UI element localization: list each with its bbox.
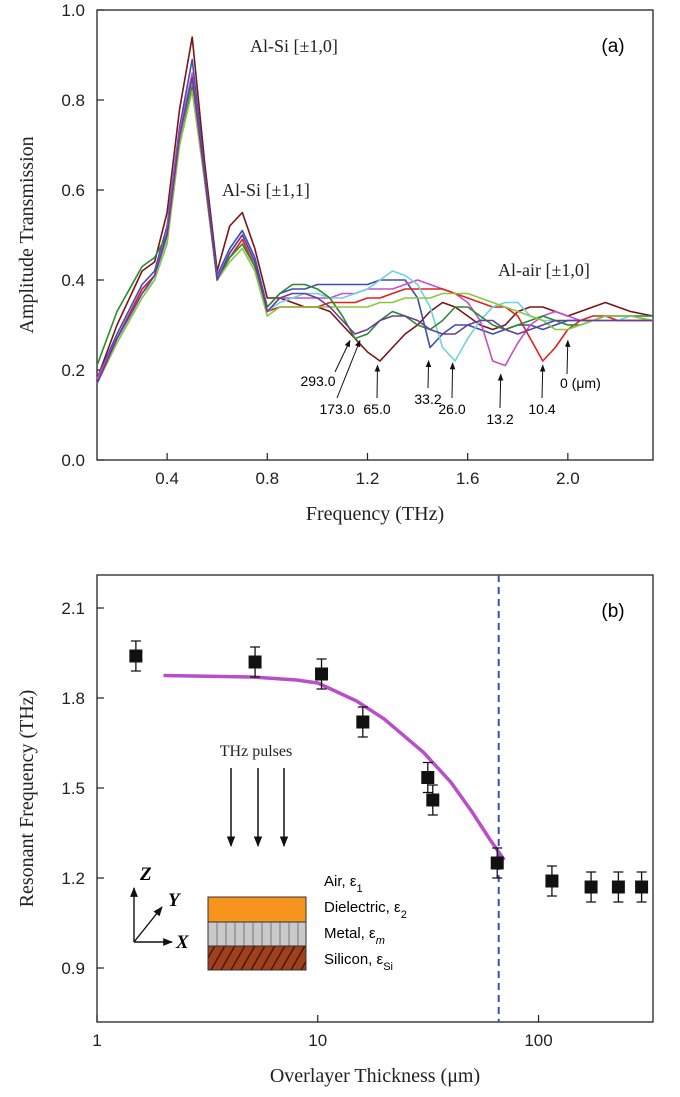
arrow-label: 293.0 [300, 373, 335, 389]
x-tick-label: 1 [92, 1031, 101, 1050]
data-point [584, 880, 598, 894]
axis-name: X [175, 932, 190, 953]
y-tick-label: 1.8 [61, 689, 85, 708]
y-tick-label: 1.5 [61, 779, 85, 798]
data-point [635, 880, 649, 894]
axis-name: Y [168, 890, 182, 911]
layer-label: Air, ε1 [324, 873, 363, 895]
annotation-arrow [539, 364, 546, 399]
data-point [356, 715, 370, 729]
annotation-arrow [497, 373, 504, 409]
x-tick-label: 100 [524, 1031, 552, 1050]
arrow-label: 173.0 [319, 401, 354, 417]
arrow-label: 0 (μm) [560, 375, 601, 391]
data-point [421, 771, 435, 784]
panel-label: (b) [601, 601, 624, 622]
y-tick-label: 0.4 [61, 271, 85, 290]
inset-title: THz pulses [220, 743, 292, 760]
x-tick-label: 0.8 [255, 469, 279, 488]
data-point [545, 874, 559, 888]
arrow-label: 65.0 [363, 401, 390, 417]
annotation: Al-air [±1,0] [498, 260, 590, 280]
annotation: Al-Si [±1,0] [250, 36, 338, 56]
data-point [611, 880, 625, 894]
plot-frame [96, 574, 654, 1023]
layer-label: Dielectric, ε2 [324, 899, 407, 921]
x-tick-label: 1.2 [356, 469, 380, 488]
y-axis-label: Resonant Frequency (THz) [16, 690, 38, 908]
y-tick-label: 1.0 [61, 1, 85, 20]
arrow-label: 13.2 [486, 411, 513, 427]
layer-sub: 1 [357, 883, 363, 895]
layer-text: Air, ε [324, 873, 357, 890]
annotation-arrow [449, 362, 456, 399]
y-tick-label: 0.2 [61, 361, 85, 380]
y-tick-label: 0.8 [61, 91, 85, 110]
axis-name: Z [139, 864, 152, 885]
x-tick-label: 1.6 [456, 469, 480, 488]
series-line [96, 76, 653, 384]
annotation: Al-Si [±1,1] [222, 180, 310, 200]
y-tick-label: 1.2 [61, 869, 85, 888]
x-tick-label: 0.4 [155, 469, 179, 488]
annotation-arrow [374, 364, 381, 399]
annotation-arrow [425, 360, 432, 389]
arrow-label: 10.4 [528, 401, 555, 417]
data-point [129, 649, 143, 663]
x-axis-label: Frequency (THz) [306, 503, 444, 525]
y-tick-label: 2.1 [61, 599, 85, 618]
y-tick-label: 0.9 [61, 959, 85, 978]
layer-text: Dielectric, ε [324, 899, 401, 916]
layer-text: Metal, ε [324, 925, 376, 942]
data-point [426, 793, 440, 807]
y-tick-label: 0.6 [61, 181, 85, 200]
x-tick-label: 10 [308, 1031, 327, 1050]
annotation-arrow [564, 339, 571, 375]
layer-sub: 2 [401, 909, 407, 921]
arrow-label: 33.2 [414, 391, 441, 407]
layer-label: Metal, εm [324, 925, 385, 947]
fit-line [163, 673, 506, 862]
data-point [248, 655, 262, 669]
silicon-layer [207, 945, 307, 971]
layer-sub: m [376, 935, 385, 947]
y-tick-label: 0.0 [61, 451, 85, 470]
layer-text: Silicon, ε [324, 951, 384, 968]
data-point [315, 667, 329, 681]
y-axis-label: Amplitude Transmission [16, 136, 38, 333]
metal-layer [207, 921, 307, 947]
axis-arrow [133, 906, 163, 943]
x-axis-label: Overlayer Thickness (μm) [270, 1065, 480, 1087]
layer-label: Silicon, εSi [324, 951, 393, 973]
arrow-label: 26.0 [438, 401, 465, 417]
layer-sub: Si [383, 961, 393, 973]
dielectric-layer [207, 896, 307, 923]
plot-frame [96, 9, 654, 461]
annotation-arrow [334, 339, 351, 373]
annotation-arrow [336, 339, 361, 399]
data-point [490, 856, 504, 870]
x-tick-label: 2.0 [556, 469, 580, 488]
panel-label: (a) [601, 36, 624, 57]
